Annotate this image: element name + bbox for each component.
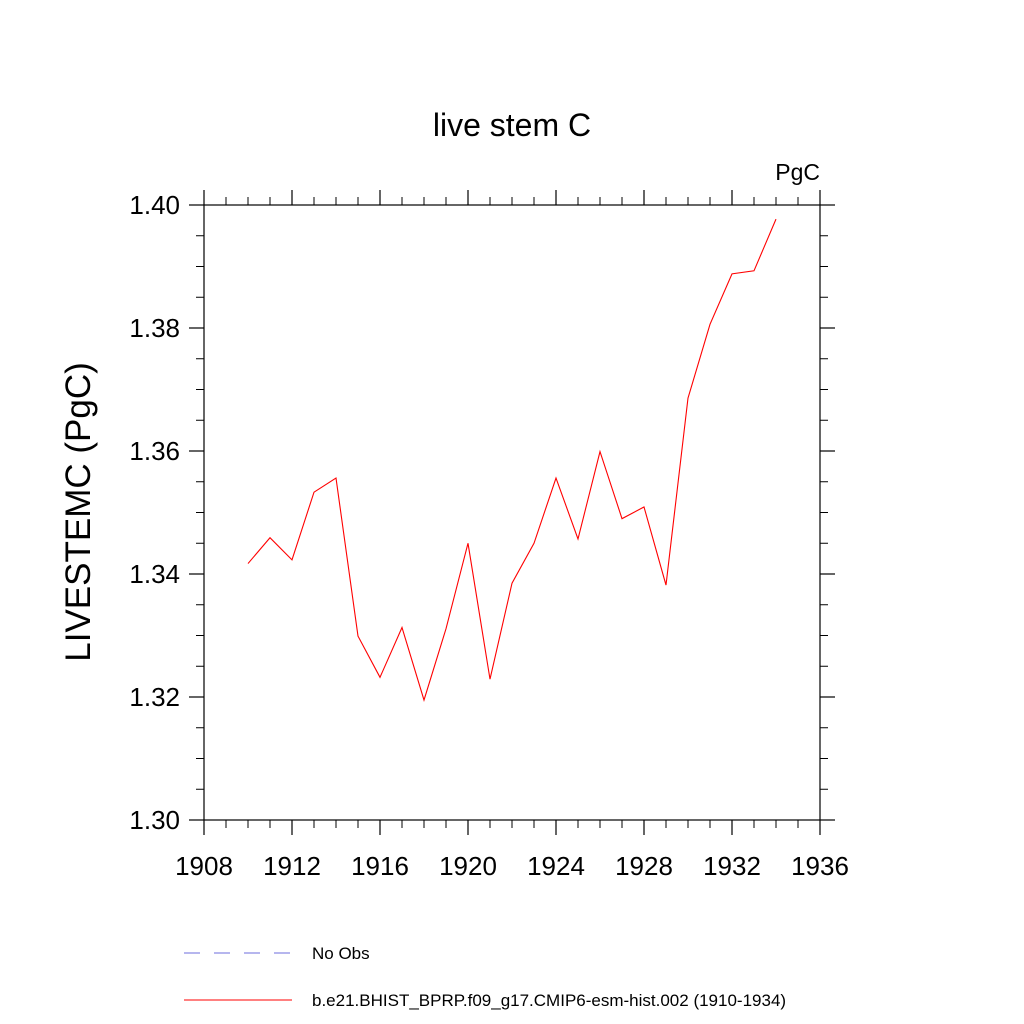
chart-title: live stem C [433, 107, 591, 143]
y-tick-label: 1.38 [129, 313, 180, 343]
units-label: PgC [775, 159, 820, 185]
x-tick-label: 1924 [527, 851, 585, 881]
x-tick-label: 1920 [439, 851, 497, 881]
y-tick-label: 1.36 [129, 436, 180, 466]
y-tick-label: 1.32 [129, 682, 180, 712]
legend-label-0: No Obs [312, 944, 370, 963]
x-tick-label: 1936 [791, 851, 849, 881]
x-tick-label: 1932 [703, 851, 761, 881]
y-tick-label: 1.30 [129, 805, 180, 835]
axis-tick-labels: 1908 1912 1916 1920 1924 1928 1932 1936 1.30 1.32… [129, 190, 849, 881]
legend-label-1: b.e21.BHIST_BPRP.f09_g17.CMIP6-esm-hist.… [312, 991, 786, 1010]
y-tick-label: 1.34 [129, 559, 180, 589]
plot-frame [203, 204, 821, 821]
series-lines [247, 218, 777, 702]
y-tick-label: 1.40 [129, 190, 180, 220]
x-tick-label: 1908 [175, 851, 233, 881]
legend: No Obs b.e21.BHIST_BPRP.f09_g17.CMIP6-esm… [184, 944, 786, 1010]
x-tick-label: 1912 [263, 851, 321, 881]
x-tick-label: 1916 [351, 851, 409, 881]
axis-ticks [189, 190, 835, 835]
series-line-0 [247, 218, 777, 702]
x-tick-label: 1928 [615, 851, 673, 881]
y-axis-label: LIVESTEMC (PgC) [59, 362, 98, 662]
